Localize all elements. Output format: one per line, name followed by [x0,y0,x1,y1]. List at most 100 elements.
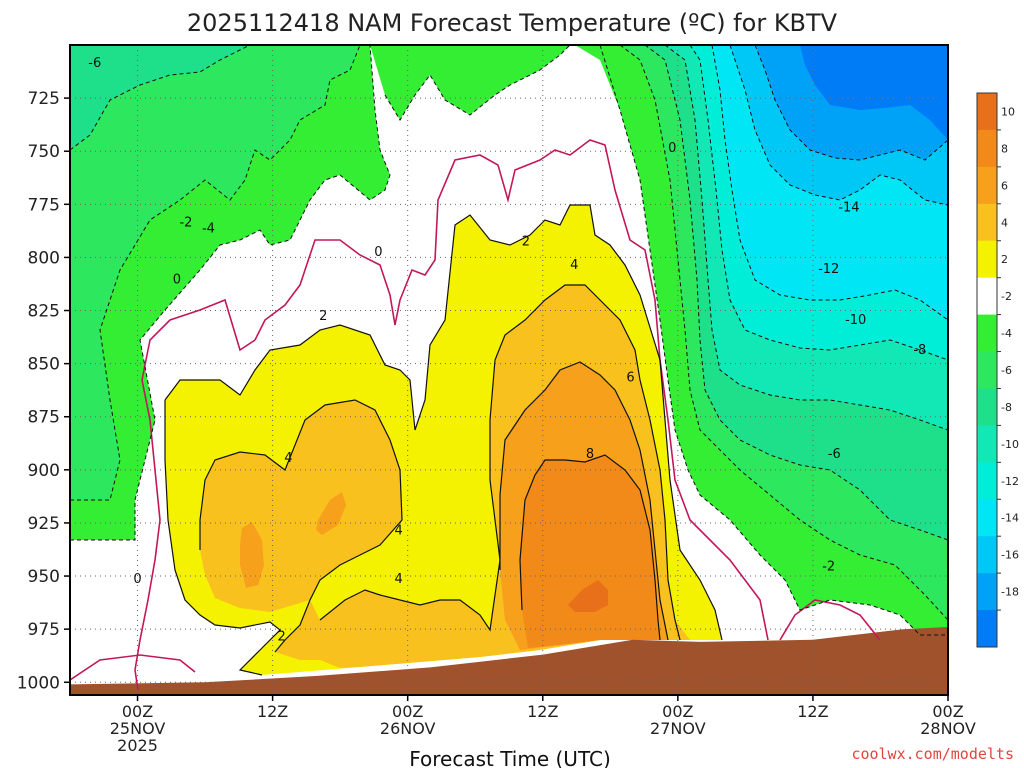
y-tick-label: 950 [28,567,60,587]
contour-lines [70,45,948,691]
contour-zero-bottom [70,654,196,681]
contour-label: 0 [133,572,141,587]
x-tick-label: 12Z [527,702,558,721]
y-tick-label: 725 [28,89,60,109]
plot-fill [70,45,948,695]
x-tick-label: 28NOV [920,719,976,738]
contour-4-right [489,284,681,641]
contour-minus2-left [70,45,391,541]
contour-label: 8 [586,447,594,462]
contour-zero-left [134,139,769,691]
colorbar-bin [977,277,997,316]
contour-minus6-right [644,45,948,541]
y-tick-label: 850 [28,355,60,375]
x-tick-label: 25NOV [110,719,166,738]
contour-zero-right [779,599,881,641]
contour-label: 2 [522,234,530,249]
contour-6-outline [499,361,669,641]
colorbar-frame [976,92,998,648]
contour-label: 4 [570,258,578,273]
colorbar-bin [977,573,997,611]
colorbar-bin [977,129,997,168]
chart-title: 2025112418 NAM Forecast Temperature (ºC)… [187,9,838,37]
x-tick-label: 12Z [797,702,828,721]
colorbar-bin [977,166,997,205]
x-tick-label: 12Z [257,702,288,721]
colorbar-label: -16 [1001,549,1019,562]
contour-label: -8 [913,343,926,358]
contour-label: -2 [822,559,835,574]
colorbar-bin [977,240,997,279]
cold-region-left-mid [70,45,360,500]
colorbar-label: 10 [1001,105,1015,118]
colorbar-bin [977,425,997,463]
contour-label: -2 [179,215,192,230]
contour-label: 2 [319,309,327,324]
colorbar-label: -6 [1001,364,1012,377]
colorbar-label: -4 [1001,327,1012,340]
contour-labels: -6 0 -14 -2 -4 0 2 -12 0 4 2 -10 -8 6 4 8 -6 4 4 0 -2 2 [88,56,926,645]
colorbar-label: 4 [1001,216,1008,229]
contour-minus10-right [689,45,948,361]
contour-minus4-right [619,45,948,621]
contour-label: -14 [838,200,859,215]
contour-label: 0 [374,245,382,260]
warm-bubble-b [316,492,346,535]
colorbar-bin [977,499,997,537]
warm-bubble-a [240,522,264,588]
y-tick-label: 1000 [17,673,60,693]
colorbar-bin [977,462,997,500]
colorbar-label: -18 [1001,586,1019,599]
contour-minus4-left [70,45,361,501]
y-tick-label: 900 [28,461,60,481]
colorbar-bin [977,536,997,574]
x-tick-label: 2025 [117,736,158,755]
y-tick-label: 750 [28,142,60,162]
y-axis: 725 750 775 800 825 850 875 900 925 950 975 1000 [17,89,70,693]
colorbar-label: -2 [1001,290,1012,303]
contour-label: -10 [845,313,866,328]
contour-label: 2 [277,630,285,645]
contour-label: 4 [395,572,403,587]
y-tick-label: 975 [28,620,60,640]
y-tick-label: 825 [28,302,60,322]
contour-label: -12 [818,262,839,277]
x-axis-label: Forecast Time (UTC) [409,747,611,768]
contour-minus6-left [70,45,251,151]
colorbar-bin [977,93,997,131]
colorbar-label: -14 [1001,512,1019,525]
contour-label: 0 [173,273,181,288]
contour-2-left-bottom [164,400,281,676]
contour-label: -4 [202,222,215,237]
colorbar-bin [977,610,997,648]
colorbar-bin [977,351,997,389]
contour-label: 6 [626,370,634,385]
plot-frame [69,44,949,696]
contour-minus8-right [664,45,948,431]
contour-minus2-top [384,45,571,121]
y-tick-label: 775 [28,195,60,215]
colorbar: 10 8 6 4 2 -2 -4 -6 -8 -10 -12 -14 -16 -18 [976,92,1019,648]
colorbar-label: -10 [1001,438,1019,451]
contour-4-bottom [319,559,501,632]
contour-minus2-right [599,45,948,636]
cold-region-left-inner [70,45,250,150]
y-tick-label: 925 [28,514,60,534]
x-tick-label: 26NOV [380,719,436,738]
contour-label: -6 [828,447,841,462]
x-tick-label: 00Z [392,702,423,721]
contour-label: -6 [88,56,101,71]
colorbar-label: -12 [1001,475,1019,488]
contour-label: 4 [395,523,403,538]
contour-2-outline [164,204,723,641]
contour-8-outline [519,454,661,641]
terrain-surface [70,627,948,695]
credit-text: coolwx.com/modelts [851,745,1014,763]
x-tick-label: 00Z [932,702,963,721]
contour-minus14-right [729,45,948,206]
cold-region-right-9 [800,45,948,140]
warm-region-10to12 [568,580,608,612]
contour-label: 0 [668,141,676,156]
